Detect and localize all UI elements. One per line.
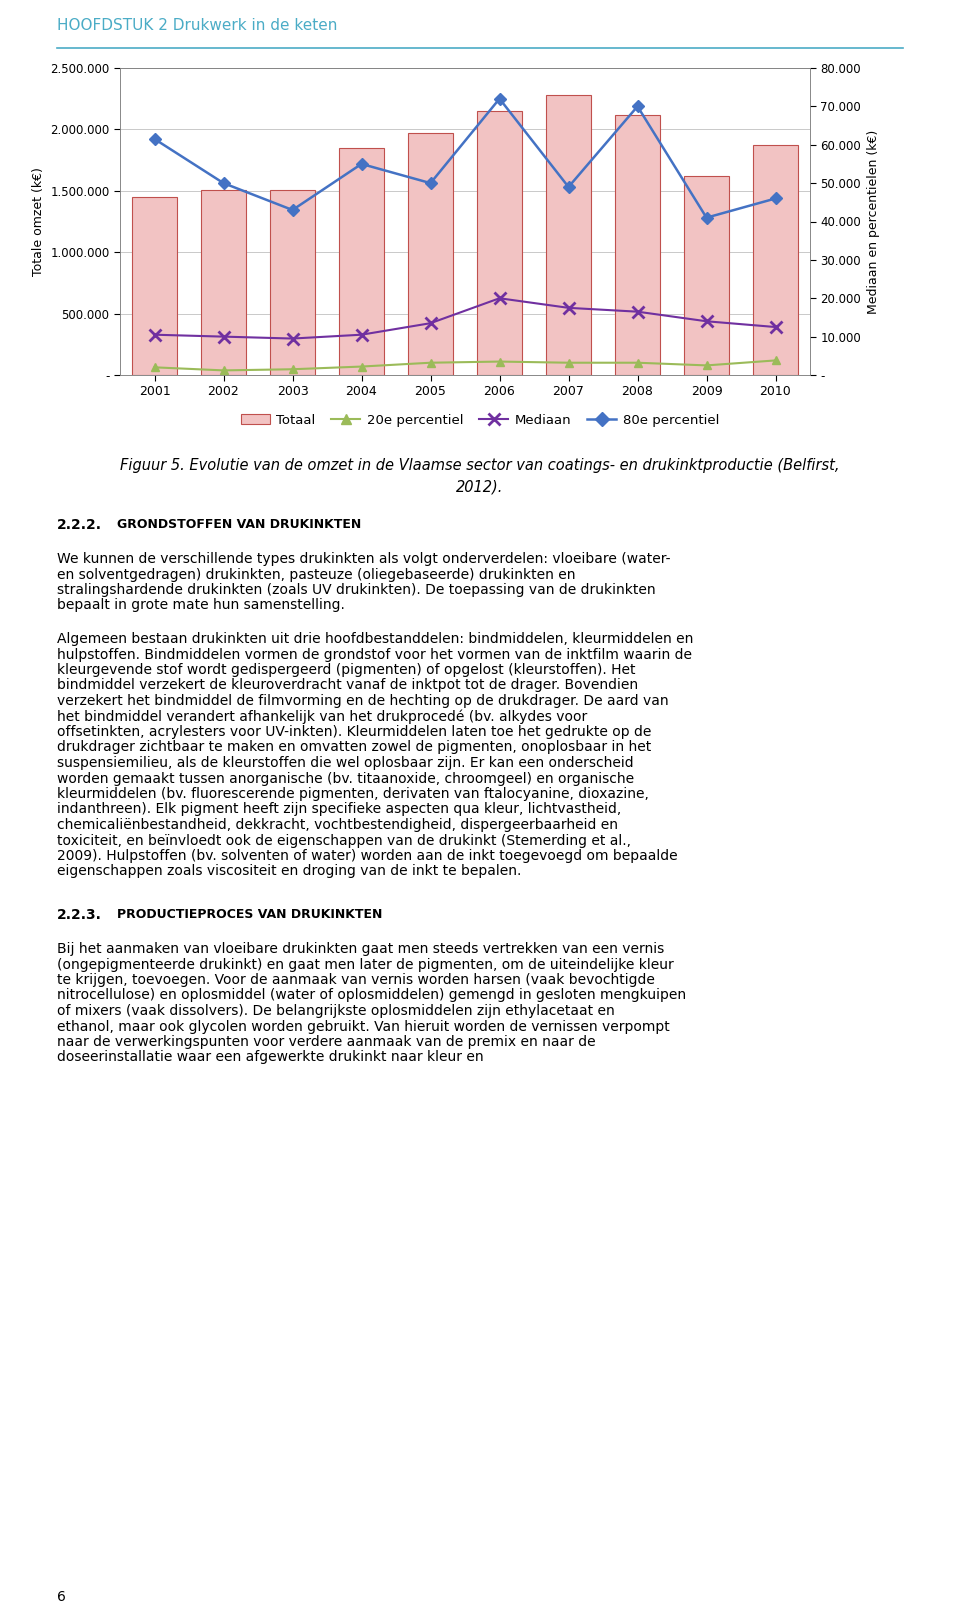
Bar xyxy=(684,177,729,375)
Text: suspensiemilieu, als de kleurstoffen die wel oplosbaar zijn. Er kan een ondersch: suspensiemilieu, als de kleurstoffen die… xyxy=(57,756,634,770)
Text: en solventgedragen) drukinkten, pasteuze (oliegebaseerde) drukinkten en: en solventgedragen) drukinkten, pasteuze… xyxy=(57,568,575,582)
Text: Bij het aanmaken van vloeibare drukinkten gaat men steeds vertrekken van een ver: Bij het aanmaken van vloeibare drukinkte… xyxy=(57,942,664,955)
Text: verzekert het bindmiddel de filmvorming en de hechting op de drukdrager. De aard: verzekert het bindmiddel de filmvorming … xyxy=(57,694,668,707)
Text: Algemeen bestaan drukinkten uit drie hoofdbestanddelen: bindmiddelen, kleurmidde: Algemeen bestaan drukinkten uit drie hoo… xyxy=(57,633,693,646)
Text: offsetinkten, acrylesters voor UV-inkten). Kleurmiddelen laten toe het gedrukte : offsetinkten, acrylesters voor UV-inkten… xyxy=(57,725,652,740)
Text: nitrocellulose) en oplosmiddel (water of oplosmiddelen) gemengd in gesloten meng: nitrocellulose) en oplosmiddel (water of… xyxy=(57,988,686,1002)
Text: toxiciteit, en beïnvloedt ook de eigenschappen van de drukinkt (Stemerding et al: toxiciteit, en beïnvloedt ook de eigensc… xyxy=(57,834,631,848)
Text: 2.2.2.: 2.2.2. xyxy=(57,517,102,532)
Text: HOOFDSTUK 2 Drukwerk in de keten: HOOFDSTUK 2 Drukwerk in de keten xyxy=(57,18,337,32)
Bar xyxy=(339,148,384,375)
Bar xyxy=(408,133,453,375)
Text: te krijgen, toevoegen. Voor de aanmaak van vernis worden harsen (vaak bevochtigd: te krijgen, toevoegen. Voor de aanmaak v… xyxy=(57,973,655,988)
Text: 2.2.3.: 2.2.3. xyxy=(57,908,102,921)
Text: Figuur 5. Evolutie van de omzet in de Vlaamse sector van coatings- en drukinktpr: Figuur 5. Evolutie van de omzet in de Vl… xyxy=(120,457,840,474)
Bar xyxy=(270,190,315,375)
Y-axis label: Mediaan en percentielen (k€): Mediaan en percentielen (k€) xyxy=(867,130,879,313)
Text: PRODUCTIEPROCES VAN DRUKINKTEN: PRODUCTIEPROCES VAN DRUKINKTEN xyxy=(117,908,382,921)
Text: worden gemaakt tussen anorganische (bv. titaanoxide, chroomgeel) en organische: worden gemaakt tussen anorganische (bv. … xyxy=(57,772,635,785)
Bar xyxy=(546,96,591,375)
Text: 2009). Hulpstoffen (bv. solventen of water) worden aan de inkt toegevoegd om bep: 2009). Hulpstoffen (bv. solventen of wat… xyxy=(57,848,678,863)
Text: 2012).: 2012). xyxy=(456,480,504,495)
Text: stralingshardende drukinkten (zoals UV drukinkten). De toepassing van de drukink: stralingshardende drukinkten (zoals UV d… xyxy=(57,582,656,597)
Legend: Totaal, 20e percentiel, Mediaan, 80e percentiel: Totaal, 20e percentiel, Mediaan, 80e per… xyxy=(235,409,725,431)
Text: het bindmiddel verandert afhankelijk van het drukprocedé (bv. alkydes voor: het bindmiddel verandert afhankelijk van… xyxy=(57,709,588,723)
Bar xyxy=(615,115,660,375)
Text: (ongepigmenteerde drukinkt) en gaat men later de pigmenten, om de uiteindelijke : (ongepigmenteerde drukinkt) en gaat men … xyxy=(57,957,674,972)
Text: chemicaliënbestandheid, dekkracht, vochtbestendigheid, dispergeerbaarheid en: chemicaliënbestandheid, dekkracht, vocht… xyxy=(57,817,618,832)
Text: drukdrager zichtbaar te maken en omvatten zowel de pigmenten, onoplosbaar in het: drukdrager zichtbaar te maken en omvatte… xyxy=(57,741,651,754)
Text: eigenschappen zoals viscositeit en droging van de inkt te bepalen.: eigenschappen zoals viscositeit en drogi… xyxy=(57,865,521,879)
Text: bindmiddel verzekert de kleuroverdracht vanaf de inktpot tot de drager. Bovendie: bindmiddel verzekert de kleuroverdracht … xyxy=(57,678,638,693)
Text: GRONDSTOFFEN VAN DRUKINKTEN: GRONDSTOFFEN VAN DRUKINKTEN xyxy=(117,517,361,530)
Text: kleurgevende stof wordt gedispergeerd (pigmenten) of opgelost (kleurstoffen). He: kleurgevende stof wordt gedispergeerd (p… xyxy=(57,663,636,676)
Bar xyxy=(477,110,522,375)
Text: of mixers (vaak dissolvers). De belangrijkste oplosmiddelen zijn ethylacetaat en: of mixers (vaak dissolvers). De belangri… xyxy=(57,1004,614,1019)
Bar xyxy=(201,190,246,375)
Text: kleurmiddelen (bv. fluorescerende pigmenten, derivaten van ftalocyanine, dioxazi: kleurmiddelen (bv. fluorescerende pigmen… xyxy=(57,787,649,801)
Text: We kunnen de verschillende types drukinkten als volgt onderverdelen: vloeibare (: We kunnen de verschillende types drukink… xyxy=(57,551,670,566)
Text: ethanol, maar ook glycolen worden gebruikt. Van hieruit worden de vernissen verp: ethanol, maar ook glycolen worden gebrui… xyxy=(57,1020,670,1033)
Text: naar de verwerkingspunten voor verdere aanmaak van de premix en naar de: naar de verwerkingspunten voor verdere a… xyxy=(57,1035,595,1049)
Text: indanthreen). Elk pigment heeft zijn specifieke aspecten qua kleur, lichtvasthei: indanthreen). Elk pigment heeft zijn spe… xyxy=(57,803,621,816)
Bar xyxy=(132,196,177,375)
Text: hulpstoffen. Bindmiddelen vormen de grondstof voor het vormen van de inktfilm wa: hulpstoffen. Bindmiddelen vormen de gron… xyxy=(57,647,692,662)
Text: 6: 6 xyxy=(57,1590,66,1604)
Bar xyxy=(753,146,798,375)
Text: bepaalt in grote mate hun samenstelling.: bepaalt in grote mate hun samenstelling. xyxy=(57,599,345,613)
Y-axis label: Totale omzet (k€): Totale omzet (k€) xyxy=(32,167,45,276)
Text: doseerinstallatie waar een afgewerkte drukinkt naar kleur en: doseerinstallatie waar een afgewerkte dr… xyxy=(57,1051,484,1064)
